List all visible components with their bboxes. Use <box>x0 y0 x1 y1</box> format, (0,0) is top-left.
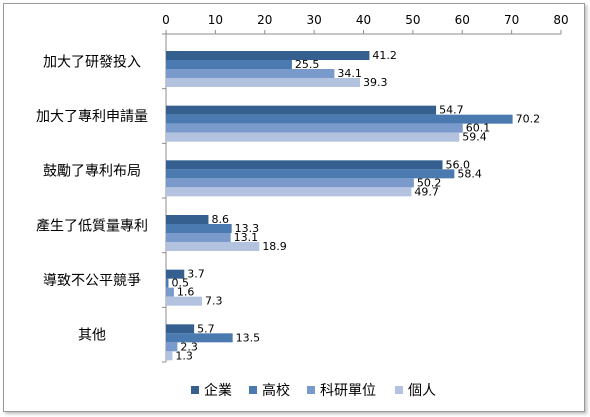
bar <box>166 342 178 352</box>
legend-swatch <box>307 386 315 394</box>
data-label: 60.1 <box>466 122 491 135</box>
data-label: 56.0 <box>446 158 471 171</box>
bar <box>166 60 292 69</box>
data-label: 3.7 <box>187 268 205 281</box>
data-label: 1.3 <box>175 349 193 362</box>
bar <box>166 178 414 188</box>
data-label: 13.1 <box>234 231 259 244</box>
data-label: 39.3 <box>363 76 388 89</box>
data-label: 54.7 <box>439 104 464 117</box>
data-label: 59.4 <box>462 131 487 144</box>
bar <box>166 78 361 87</box>
data-label: 1.6 <box>177 286 195 299</box>
bar <box>166 233 231 242</box>
bar <box>166 278 169 288</box>
data-label: 50.2 <box>417 176 442 189</box>
bar <box>166 351 173 361</box>
x-tick-label: 30 <box>306 13 321 27</box>
data-label: 8.6 <box>211 213 229 226</box>
bar <box>166 69 335 78</box>
bar <box>166 224 232 233</box>
category-label: 鼓勵了專利布局 <box>43 164 141 180</box>
bar <box>166 123 463 133</box>
data-label: 7.3 <box>205 295 223 308</box>
x-tick-label: 70 <box>504 13 519 27</box>
data-label: 41.2 <box>372 49 397 62</box>
bar <box>166 333 233 343</box>
category-label: 加大了研發投入 <box>43 54 141 70</box>
x-tick-label: 40 <box>356 13 371 27</box>
data-label: 5.7 <box>197 322 215 335</box>
category-label: 產生了低質量專利 <box>36 217 148 234</box>
legend-swatch <box>395 386 403 394</box>
x-tick-label: 60 <box>455 13 470 27</box>
data-label: 34.1 <box>337 67 362 80</box>
x-tick-label: 20 <box>257 13 272 27</box>
data-label: 2.3 <box>180 340 198 353</box>
bar <box>166 287 174 297</box>
legend-label: 科研單位 <box>320 383 376 399</box>
data-label: 49.7 <box>414 185 439 198</box>
data-label: 25.5 <box>295 58 320 71</box>
x-tick-label: 50 <box>405 13 420 27</box>
bar <box>166 160 443 170</box>
data-label: 18.9 <box>262 240 287 253</box>
legend-label: 高校 <box>262 382 290 399</box>
legend-label: 企業 <box>204 382 232 399</box>
data-label: 13.3 <box>235 222 260 235</box>
bar <box>166 105 437 115</box>
bar <box>166 51 370 60</box>
data-label: 70.2 <box>516 113 541 126</box>
bar <box>166 242 260 251</box>
data-label: 58.4 <box>457 167 482 180</box>
x-tick-label: 0 <box>162 13 170 27</box>
bar <box>166 132 460 142</box>
bar <box>166 187 412 197</box>
bar <box>166 169 455 179</box>
bar <box>166 114 513 124</box>
legend-label: 個人 <box>408 383 436 399</box>
x-tick-label: 80 <box>553 13 568 27</box>
x-tick-label: 10 <box>208 13 223 27</box>
bar <box>166 296 203 306</box>
category-label: 導致不公平競爭 <box>43 273 141 289</box>
category-label: 加大了專利申請量 <box>36 109 148 125</box>
bar <box>166 269 185 279</box>
bar <box>166 324 195 334</box>
legend-swatch <box>249 386 257 394</box>
bar <box>166 215 209 224</box>
category-label: 其他 <box>78 328 106 344</box>
data-label: 0.5 <box>171 277 189 290</box>
data-label: 13.5 <box>236 331 261 344</box>
legend-swatch <box>191 386 199 394</box>
